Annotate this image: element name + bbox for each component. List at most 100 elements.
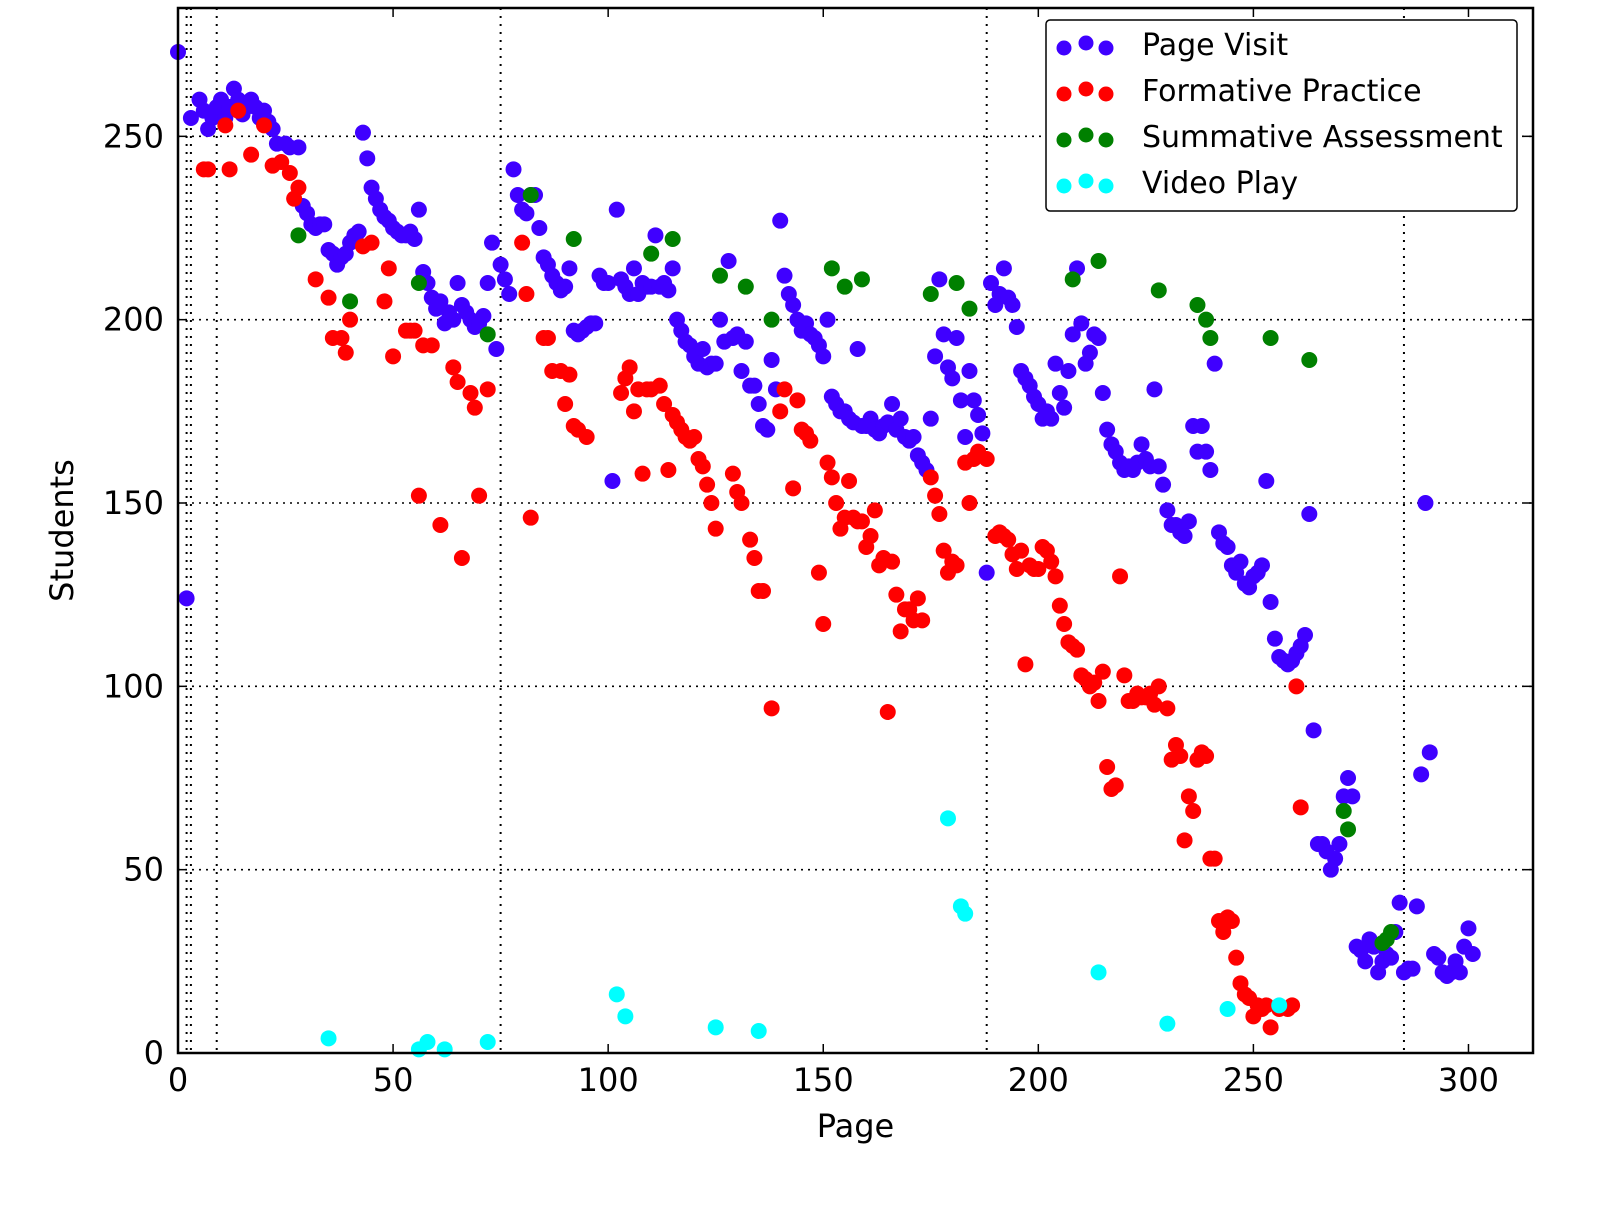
data-point: [1051, 597, 1068, 614]
data-point: [316, 216, 333, 233]
data-point: [475, 308, 492, 324]
data-point: [471, 487, 488, 504]
data-point: [772, 403, 789, 420]
legend-label: Video Play: [1142, 166, 1298, 201]
data-point: [1391, 894, 1408, 911]
legend-marker: [1078, 35, 1094, 51]
data-point: [763, 352, 780, 368]
data-point: [660, 282, 677, 299]
data-point: [922, 410, 939, 427]
data-point: [1043, 410, 1060, 427]
data-point: [1219, 539, 1236, 555]
data-point: [1086, 674, 1103, 691]
data-point: [1430, 949, 1447, 966]
data-point: [1451, 964, 1468, 981]
data-point: [1094, 385, 1111, 401]
data-point: [1133, 436, 1150, 453]
data-point: [342, 293, 359, 310]
data-point: [733, 363, 750, 379]
data-point: [337, 344, 354, 361]
x-tick-label: 150: [793, 1061, 854, 1099]
data-point: [785, 480, 802, 497]
data-point: [1301, 506, 1318, 522]
data-point: [410, 487, 427, 504]
data-point: [1340, 821, 1357, 838]
data-point: [1008, 561, 1025, 577]
data-point: [699, 476, 716, 493]
data-point: [746, 550, 763, 566]
data-point: [1146, 381, 1163, 398]
data-point: [462, 385, 479, 401]
data-point: [1073, 315, 1090, 332]
data-point: [625, 260, 642, 277]
data-point: [686, 429, 703, 445]
data-point: [1030, 561, 1047, 577]
y-tick-label: 200: [103, 301, 164, 339]
data-point: [1202, 462, 1219, 478]
data-point: [660, 462, 677, 478]
data-point: [961, 495, 978, 511]
data-point: [1159, 1015, 1176, 1032]
data-point: [445, 311, 462, 328]
data-point: [750, 1023, 767, 1039]
data-point: [1090, 330, 1107, 346]
data-point: [432, 293, 449, 310]
y-axis-label: Students: [43, 459, 81, 602]
data-point: [737, 333, 754, 350]
data-point: [488, 341, 505, 357]
data-point: [359, 150, 376, 167]
data-point: [1094, 663, 1111, 680]
data-point: [995, 260, 1012, 277]
data-point: [449, 275, 466, 291]
legend-entry: Formative Practice: [1056, 74, 1422, 109]
data-point: [363, 234, 380, 251]
data-point: [759, 421, 776, 438]
data-point: [479, 275, 496, 291]
data-point: [406, 322, 423, 339]
data-point: [479, 1034, 496, 1050]
data-point: [927, 348, 944, 365]
data-point: [862, 528, 879, 544]
data-point: [656, 396, 673, 412]
data-point: [496, 271, 513, 288]
data-point: [613, 385, 630, 401]
data-point: [539, 330, 556, 346]
data-point: [1262, 1019, 1279, 1036]
legend-box: [1045, 19, 1518, 212]
data-point: [1000, 531, 1017, 548]
data-point: [952, 392, 969, 409]
data-point: [1223, 913, 1240, 929]
data-point: [1335, 803, 1352, 819]
data-point: [518, 286, 535, 302]
y-tick-label: 0: [144, 1034, 164, 1072]
data-point: [604, 473, 621, 489]
x-tick-label: 100: [578, 1061, 639, 1099]
data-point: [1090, 964, 1107, 981]
data-point: [1099, 421, 1116, 438]
data-point: [707, 520, 724, 537]
data-point: [974, 425, 991, 442]
data-point: [1198, 748, 1215, 764]
data-point: [1198, 443, 1215, 460]
data-point: [501, 286, 518, 302]
data-point: [333, 330, 350, 346]
data-point: [1176, 832, 1193, 849]
data-point: [1017, 656, 1034, 673]
data-point: [522, 509, 539, 526]
series-0: [170, 44, 1481, 984]
data-point: [1056, 616, 1073, 632]
data-point: [810, 564, 827, 581]
legend-entry: Video Play: [1056, 166, 1298, 201]
data-point: [217, 117, 234, 134]
data-point: [1180, 513, 1197, 530]
y-tick-label: 250: [103, 117, 164, 155]
data-point: [772, 212, 789, 229]
data-point: [1206, 355, 1223, 372]
data-point: [410, 201, 427, 218]
data-point: [1099, 759, 1116, 775]
data-point: [944, 370, 961, 387]
data-point: [436, 1041, 453, 1058]
data-point: [922, 286, 939, 302]
legend-marker: [1056, 132, 1072, 148]
legend-entry: Page Visit: [1056, 28, 1288, 63]
